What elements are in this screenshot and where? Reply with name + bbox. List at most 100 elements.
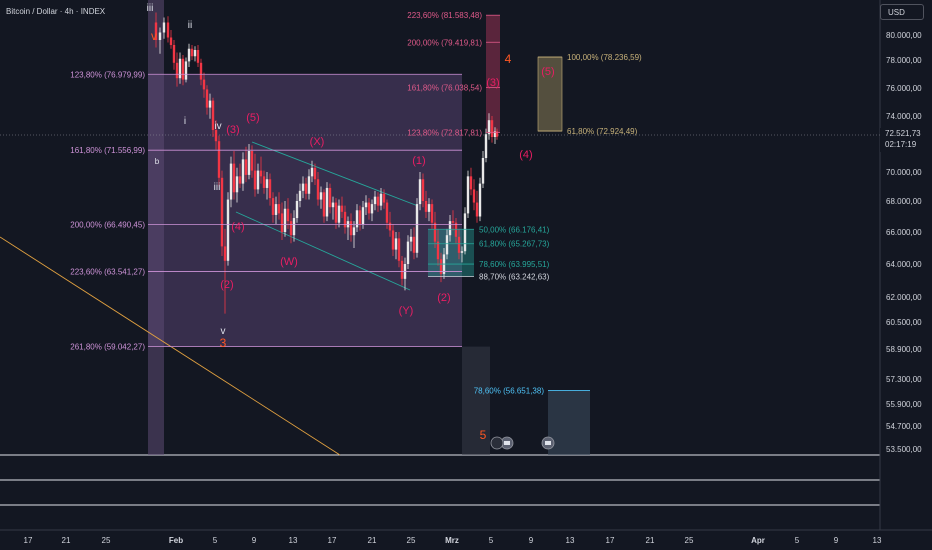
wave-label: (2) xyxy=(220,279,233,291)
candle-body xyxy=(337,205,341,223)
time-tick-label: 5 xyxy=(795,536,800,545)
candle-body xyxy=(355,210,359,228)
fib-low-label: 78,60% (56.651,38) xyxy=(474,387,545,396)
price-tick-label: 80.000,00 xyxy=(886,31,922,40)
candle-body xyxy=(367,202,371,214)
candle-body xyxy=(325,187,329,217)
candles xyxy=(154,12,499,314)
candle-body xyxy=(400,260,404,279)
candle-body xyxy=(280,213,284,232)
time-tick-label: 17 xyxy=(606,536,615,545)
wave-label: (3) xyxy=(226,124,239,136)
candle-body xyxy=(349,221,353,236)
candle-body xyxy=(331,202,335,208)
currency-selector[interactable]: USD xyxy=(880,4,924,20)
candle-body xyxy=(328,187,332,208)
candle-body xyxy=(364,202,368,208)
candle-body xyxy=(256,170,260,190)
fib-retrace-label: 88,70% (63.242,63) xyxy=(479,272,550,281)
candle-body xyxy=(298,190,302,201)
price-tick-label: 55.900,00 xyxy=(886,400,922,409)
fib-lines xyxy=(148,14,590,391)
time-tick-label: Apr xyxy=(751,536,765,545)
price-tick-label: 78.000,00 xyxy=(886,56,922,65)
candle-body xyxy=(334,202,338,223)
candle-body xyxy=(361,207,365,225)
channel-lower xyxy=(235,211,411,291)
trendlines xyxy=(0,134,880,456)
candle-body xyxy=(205,89,209,108)
candle-body xyxy=(424,201,428,212)
candle-body xyxy=(271,198,275,215)
candle-body xyxy=(418,179,422,205)
wave-label: (4) xyxy=(519,149,532,161)
low-target-zone xyxy=(548,390,590,455)
fib-retrace-label: 61,80% (65.267,73) xyxy=(479,240,550,249)
last-price-value: 72.521,73 xyxy=(885,129,921,138)
candle-body xyxy=(439,259,443,274)
candle-body xyxy=(382,193,386,203)
wave-label: 4 xyxy=(505,52,512,66)
time-tick-label: 13 xyxy=(566,536,575,545)
candle-body xyxy=(265,179,269,188)
wave-label: (5) xyxy=(246,112,259,124)
time-tick-label: 9 xyxy=(252,536,257,545)
candle-body xyxy=(469,176,473,190)
candle-body xyxy=(199,62,203,80)
candle-body xyxy=(379,193,383,206)
candle-body xyxy=(232,163,236,193)
candle-body xyxy=(415,204,419,253)
candle-body xyxy=(495,131,499,137)
candle-body xyxy=(487,120,491,135)
last-price-badge: 72.521,73 02:17:19 xyxy=(880,128,932,152)
time-tick-label: 13 xyxy=(289,536,298,545)
candle-body xyxy=(214,130,218,142)
time-tick-label: 21 xyxy=(62,536,71,545)
candle-body xyxy=(295,201,299,219)
candle-body xyxy=(433,222,437,242)
wave-label: (X) xyxy=(310,136,325,148)
candle-body xyxy=(340,205,344,212)
candle-body xyxy=(358,210,362,225)
candle-body xyxy=(162,22,166,33)
long-trendline xyxy=(0,236,341,456)
candle-body xyxy=(481,158,485,184)
candle-body xyxy=(226,199,230,261)
candle-body xyxy=(376,196,380,206)
price-axis[interactable]: 80.000,0078.000,0076.000,0074.000,0072.0… xyxy=(886,31,922,454)
lower-zone xyxy=(462,346,490,455)
fib-top-label: 223,60% (81.583,48) xyxy=(407,11,482,20)
price-tick-label: 58.900,00 xyxy=(886,345,922,354)
time-tick-label: 5 xyxy=(213,536,218,545)
candle-body xyxy=(448,221,452,236)
candle-body xyxy=(274,204,278,215)
wave-label: (W) xyxy=(280,256,298,268)
candle-body xyxy=(301,183,305,191)
price-tick-label: 62.000,00 xyxy=(886,293,922,302)
candle-body xyxy=(196,50,200,63)
fib-level-label: 161,80% (71.556,99) xyxy=(70,146,145,155)
candle-body xyxy=(427,204,431,212)
candle-body xyxy=(166,22,170,38)
price-tick-label: 74.000,00 xyxy=(886,112,922,121)
wave-label: b xyxy=(155,157,160,166)
symbol-title: Bitcoin / Dollar · 4h · INDEX xyxy=(6,7,106,16)
price-tick-label: 60.500,00 xyxy=(886,318,922,327)
candle-body xyxy=(493,131,497,137)
price-tick-label: 64.000,00 xyxy=(886,260,922,269)
candle-body xyxy=(307,176,311,194)
candle-body xyxy=(229,163,233,200)
time-tick-label: 21 xyxy=(646,536,655,545)
candle-body xyxy=(181,58,185,80)
candle-body xyxy=(475,202,479,217)
fib-zones xyxy=(148,0,590,455)
candle-body xyxy=(292,218,296,236)
candle-body xyxy=(169,37,173,45)
candle-body xyxy=(250,151,254,171)
candle-body xyxy=(397,238,401,261)
fib-top-zone xyxy=(486,15,500,133)
time-tick-label: Mrz xyxy=(445,536,459,545)
wave-label: (1) xyxy=(412,155,425,167)
time-axis[interactable]: 17 21 25 Feb 5 9 13 17 21 25 Mrz 5 9 13 17 21 25 Apr 5 9 13 xyxy=(24,536,882,545)
